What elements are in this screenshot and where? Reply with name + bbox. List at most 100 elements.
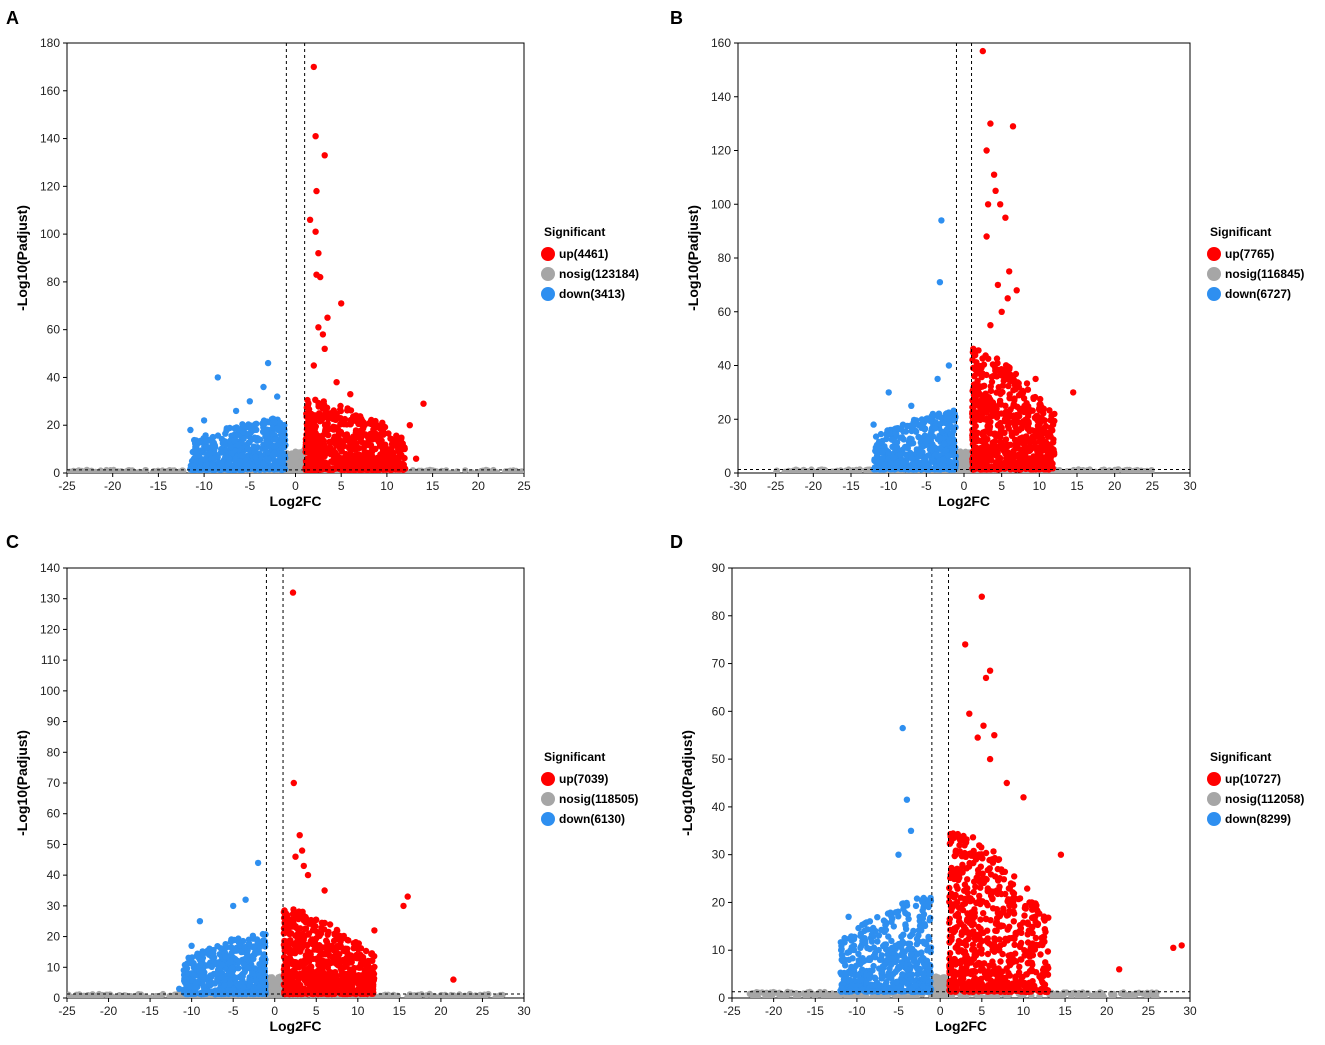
up-point xyxy=(346,973,354,981)
up-point xyxy=(330,426,337,433)
down-point xyxy=(198,967,205,974)
up-point xyxy=(295,908,303,915)
down-point xyxy=(226,952,234,959)
down-point xyxy=(222,953,229,960)
up-point xyxy=(305,400,312,407)
nosig-point xyxy=(856,467,863,473)
y-tick-label: 40 xyxy=(47,370,61,384)
up-point xyxy=(969,419,976,426)
up-point xyxy=(320,950,327,958)
down-point xyxy=(900,459,907,466)
up-point xyxy=(334,927,341,934)
nosig-point xyxy=(73,991,80,998)
up-point xyxy=(364,433,371,441)
x-tick-label: -25 xyxy=(58,1004,76,1018)
up-point xyxy=(332,449,339,457)
up-point xyxy=(316,410,323,417)
y-tick-label: 120 xyxy=(40,622,60,636)
y-tick-label: 30 xyxy=(47,899,61,913)
plot-frame xyxy=(66,42,525,474)
nosig-point xyxy=(1147,469,1155,473)
down-point xyxy=(885,449,892,456)
x-tick-label: -10 xyxy=(880,479,898,493)
nosig-point xyxy=(1071,467,1078,473)
x-tick-label: 10 xyxy=(351,1004,365,1018)
up-point xyxy=(342,970,349,977)
up-point xyxy=(352,434,359,441)
down-point xyxy=(181,979,189,986)
up-point xyxy=(291,979,298,986)
nosig-point xyxy=(412,994,420,998)
up-point xyxy=(336,951,343,958)
up-point xyxy=(343,431,351,438)
up-point xyxy=(404,893,411,900)
up-point xyxy=(386,466,393,473)
up-point xyxy=(349,463,357,470)
y-tick-label: 180 xyxy=(40,36,60,50)
down-point xyxy=(195,954,202,961)
up-point xyxy=(340,934,347,942)
up-point xyxy=(368,988,375,995)
down-point xyxy=(915,453,923,460)
up-point xyxy=(344,407,351,414)
down-point xyxy=(944,465,951,472)
up-point xyxy=(369,979,376,986)
down-point xyxy=(952,444,959,451)
up-point xyxy=(326,444,334,451)
y-tick-label: 80 xyxy=(718,251,732,265)
up-point xyxy=(318,919,326,926)
up-point xyxy=(319,438,326,446)
up-point xyxy=(333,379,340,386)
up-point xyxy=(379,419,386,426)
down-point xyxy=(221,981,228,989)
down-point xyxy=(244,466,251,473)
up-point xyxy=(347,450,354,457)
down-point xyxy=(211,960,218,968)
x-tick-label: -5 xyxy=(921,479,932,493)
up-point xyxy=(297,962,304,969)
nosig-point xyxy=(123,993,131,998)
down-point xyxy=(936,279,944,286)
up-point xyxy=(317,273,324,281)
up-point xyxy=(327,959,334,967)
up-point xyxy=(306,434,314,441)
up-point xyxy=(1039,417,1046,424)
up-point xyxy=(987,120,994,127)
up-point xyxy=(347,421,354,428)
down-point xyxy=(897,451,904,458)
down-point xyxy=(225,981,233,988)
down-point xyxy=(929,441,936,448)
down-point xyxy=(274,393,281,400)
nosig-point xyxy=(140,469,147,473)
up-point xyxy=(309,941,317,948)
x-tick-label: 0 xyxy=(271,1004,278,1018)
down-point xyxy=(198,989,206,996)
legend-label-nosig: nosig(123184) xyxy=(559,267,639,281)
y-tick-label: 160 xyxy=(711,36,731,50)
up-point xyxy=(334,942,341,950)
up-point xyxy=(380,431,387,438)
up-point xyxy=(283,957,290,964)
down-point xyxy=(232,407,240,415)
up-point xyxy=(310,976,318,983)
up-point xyxy=(323,937,330,944)
up-point xyxy=(397,436,404,443)
nosig-point xyxy=(149,469,156,473)
up-point xyxy=(304,948,311,955)
down-point xyxy=(208,973,215,981)
down-point xyxy=(238,452,245,459)
up-point xyxy=(1070,389,1077,396)
up-point xyxy=(374,454,381,461)
down-point xyxy=(239,973,246,980)
down-point xyxy=(222,453,229,460)
down-point xyxy=(264,359,272,367)
x-tick-label: 25 xyxy=(1146,479,1160,493)
y-tick-label: 20 xyxy=(47,418,61,432)
up-point xyxy=(392,440,399,447)
up-point xyxy=(987,418,994,425)
down-point xyxy=(896,425,903,433)
y-tick-label: 10 xyxy=(47,960,61,974)
up-point xyxy=(368,447,375,455)
up-point xyxy=(359,959,367,966)
panel-label: B xyxy=(670,8,683,28)
